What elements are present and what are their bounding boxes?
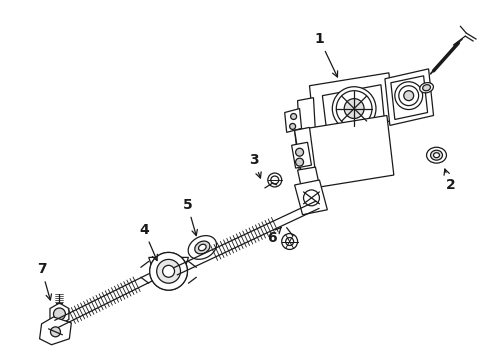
Text: 3: 3: [248, 153, 261, 178]
Text: 2: 2: [443, 169, 454, 192]
Polygon shape: [284, 109, 301, 132]
Circle shape: [163, 265, 174, 277]
Circle shape: [267, 173, 281, 187]
Circle shape: [289, 123, 295, 129]
Circle shape: [344, 99, 364, 118]
Polygon shape: [148, 257, 188, 287]
Circle shape: [332, 87, 375, 130]
Text: 7: 7: [37, 262, 51, 300]
Circle shape: [156, 260, 180, 283]
Ellipse shape: [429, 150, 442, 160]
Polygon shape: [294, 180, 326, 215]
Polygon shape: [294, 116, 393, 190]
Polygon shape: [309, 73, 393, 133]
Polygon shape: [390, 76, 427, 120]
Polygon shape: [50, 303, 69, 325]
Ellipse shape: [188, 236, 216, 259]
Circle shape: [295, 148, 303, 156]
Text: 4: 4: [139, 222, 157, 261]
Circle shape: [295, 158, 303, 166]
Circle shape: [50, 327, 61, 337]
Ellipse shape: [198, 244, 206, 251]
Ellipse shape: [419, 82, 432, 93]
Circle shape: [281, 234, 297, 249]
Text: 1: 1: [314, 32, 337, 77]
Polygon shape: [384, 69, 433, 125]
Polygon shape: [322, 85, 384, 136]
Circle shape: [403, 91, 413, 100]
Polygon shape: [291, 142, 311, 168]
Ellipse shape: [194, 241, 209, 254]
Polygon shape: [40, 317, 71, 345]
Ellipse shape: [422, 85, 429, 91]
Circle shape: [149, 252, 187, 290]
Ellipse shape: [433, 153, 439, 158]
Circle shape: [290, 113, 296, 120]
Polygon shape: [294, 127, 315, 175]
Text: 6: 6: [266, 227, 281, 244]
Circle shape: [303, 190, 319, 206]
Circle shape: [394, 82, 422, 109]
Circle shape: [53, 308, 65, 320]
Text: 5: 5: [182, 198, 197, 235]
Ellipse shape: [426, 147, 446, 163]
Polygon shape: [297, 98, 315, 135]
Polygon shape: [297, 167, 321, 198]
